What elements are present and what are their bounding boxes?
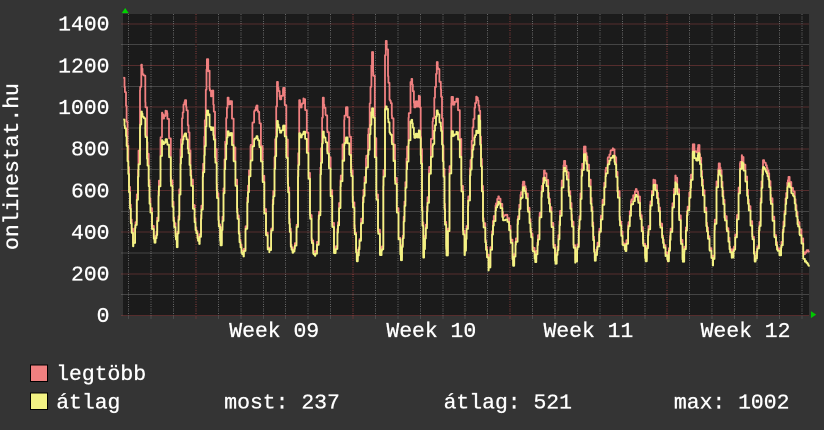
svg-text:most: 237: most: 237 xyxy=(224,391,340,415)
svg-text:1200: 1200 xyxy=(58,55,109,79)
svg-text:onlinestat.hu: onlinestat.hu xyxy=(1,83,25,250)
svg-text:Week 11: Week 11 xyxy=(543,320,633,344)
svg-text:Week 12: Week 12 xyxy=(701,320,791,344)
svg-text:600: 600 xyxy=(71,180,110,204)
svg-text:legtöbb: legtöbb xyxy=(56,363,146,387)
svg-text:1000: 1000 xyxy=(58,97,109,121)
svg-text:1400: 1400 xyxy=(58,14,109,38)
svg-text:átlag: 521: átlag: 521 xyxy=(444,391,572,415)
svg-text:max: 1002: max: 1002 xyxy=(674,391,790,415)
svg-text:Week 09: Week 09 xyxy=(229,320,319,344)
svg-text:800: 800 xyxy=(71,139,110,163)
svg-text:Week 10: Week 10 xyxy=(386,320,476,344)
svg-text:0: 0 xyxy=(97,305,110,329)
svg-text:200: 200 xyxy=(71,264,110,288)
svg-text:átlag: átlag xyxy=(56,391,120,415)
svg-text:400: 400 xyxy=(71,222,110,246)
